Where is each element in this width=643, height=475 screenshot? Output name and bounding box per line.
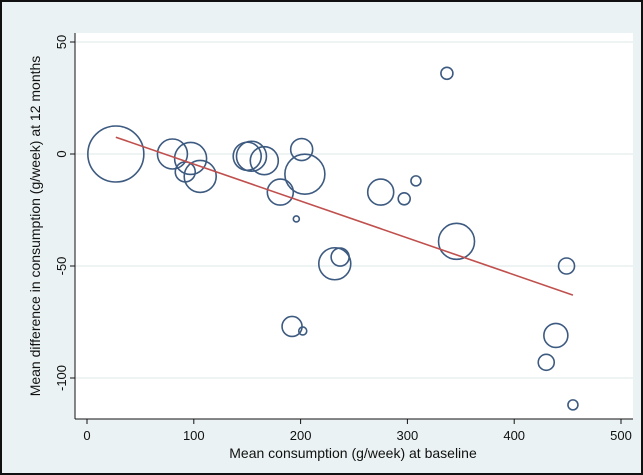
data-points [87,66,579,411]
data-point-25 [567,399,579,411]
fit-line-group [115,136,574,296]
data-point-21 [437,222,476,261]
x-axis-ticks: 0 100 200 300 400 500 [83,419,632,443]
plot-area [75,33,633,419]
data-point-20 [440,66,454,81]
data-point-9 [266,178,295,206]
x-tick-label-300: 300 [397,428,419,443]
x-tick-label-500: 500 [610,428,632,443]
data-point-1 [87,125,145,183]
data-point-19 [410,175,422,187]
data-point-17 [366,178,395,206]
data-point-11 [292,215,301,223]
data-point-15 [317,246,352,281]
data-point-13 [297,326,308,336]
y-tick-label--50: -50 [54,257,69,276]
data-point-23 [543,322,569,349]
data-point-2 [156,138,189,170]
data-point-4 [173,141,208,176]
data-point-5 [183,159,218,194]
data-point-24 [557,257,576,275]
x-tick-label-100: 100 [183,428,205,443]
y-tick-label--100: -100 [54,365,69,391]
y-tick-label-0: 0 [54,150,69,157]
data-point-14 [284,153,326,195]
x-tick-label-400: 400 [503,428,525,443]
data-point-16 [330,247,350,267]
gridlines [75,41,633,379]
data-point-7 [235,140,268,173]
x-axis-title: Mean consumption (g/week) at baseline [229,445,477,461]
x-tick-label-0: 0 [83,428,90,443]
data-point-12 [289,137,314,162]
data-point-22 [537,353,556,372]
data-point-8 [249,145,280,176]
y-axis-title: Mean difference in consumption (g/week) … [27,56,43,397]
data-point-18 [397,192,411,206]
axes [74,33,633,420]
fit-line [115,136,574,296]
x-tick-label-200: 200 [290,428,312,443]
y-axis-ticks: 50 0 -50 -100 [54,35,75,391]
y-tick-label-50: 50 [54,35,69,49]
